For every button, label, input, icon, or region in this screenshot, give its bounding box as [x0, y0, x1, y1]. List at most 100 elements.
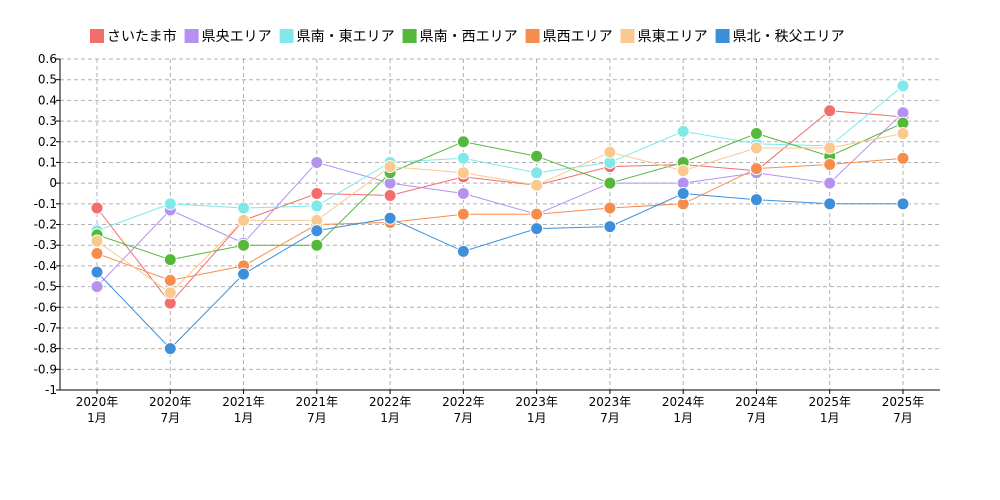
data-point-4[interactable] [823, 158, 837, 172]
data-point-6[interactable] [237, 267, 251, 281]
legend: さいたま市 県央エリア 県南・東エリア 県南・西エリア 県西エリア 県東エリア 県北・秩父エ… [90, 28, 845, 45]
data-point-3[interactable] [163, 253, 177, 267]
data-point-5[interactable] [163, 286, 177, 300]
legend-item-2[interactable]: 県南・東エリア [279, 29, 395, 45]
x-tick-label: 2024年 7月 [735, 395, 778, 425]
x-tick-labels: 2020年 1月 2020年 7月 2021年 1月 2021年 7月 2022年 1月 2022年… [76, 395, 925, 425]
data-point-5[interactable] [896, 126, 910, 140]
data-point-2[interactable] [896, 79, 910, 93]
legend-swatch [402, 29, 417, 43]
data-point-0[interactable] [383, 189, 397, 203]
x-tick-label: 2025年 1月 [808, 395, 851, 425]
data-point-2[interactable] [456, 151, 470, 165]
data-point-5[interactable] [603, 145, 617, 159]
data-point-1[interactable] [310, 155, 324, 169]
legend-label: 県東エリア [638, 29, 708, 45]
data-point-3[interactable] [310, 238, 324, 252]
data-point-2[interactable] [163, 197, 177, 211]
data-point-2[interactable] [530, 166, 544, 180]
x-tick-label: 2023年 1月 [515, 395, 558, 425]
x-tick-label: 2022年 7月 [442, 395, 485, 425]
data-point-6[interactable] [676, 186, 690, 200]
data-point-6[interactable] [749, 193, 763, 207]
legend-label: さいたま市 [107, 28, 177, 45]
x-tick-label: 2025年 7月 [882, 395, 925, 425]
data-point-5[interactable] [456, 166, 470, 180]
data-point-6[interactable] [896, 197, 910, 211]
data-point-3[interactable] [603, 176, 617, 190]
data-point-4[interactable] [163, 273, 177, 287]
data-point-4[interactable] [603, 201, 617, 215]
legend-swatch [90, 29, 104, 43]
y-tick-label: -0.5 [34, 280, 57, 294]
data-point-5[interactable] [530, 178, 544, 192]
data-point-6[interactable] [90, 265, 104, 279]
data-point-6[interactable] [163, 342, 177, 356]
data-point-2[interactable] [237, 201, 251, 215]
y-tick-label: 0.4 [38, 93, 57, 107]
legend-item-1[interactable]: 県央エリア [184, 29, 272, 45]
data-point-4[interactable] [530, 207, 544, 221]
data-point-6[interactable] [310, 224, 324, 238]
data-point-4[interactable] [90, 246, 104, 260]
data-point-5[interactable] [823, 141, 837, 155]
series-line-2 [96, 85, 904, 232]
data-point-2[interactable] [676, 124, 690, 138]
data-point-5[interactable] [90, 234, 104, 248]
y-tick-label: 0.3 [38, 114, 57, 128]
data-point-3[interactable] [749, 126, 763, 140]
data-point-5[interactable] [749, 141, 763, 155]
data-point-2[interactable] [310, 199, 324, 213]
data-point-5[interactable] [676, 164, 690, 178]
data-point-6[interactable] [823, 197, 837, 211]
data-point-6[interactable] [383, 211, 397, 225]
data-point-0[interactable] [310, 186, 324, 200]
legend-swatch [525, 29, 540, 43]
legend-label: 県南・東エリア [297, 29, 395, 45]
data-point-1[interactable] [456, 186, 470, 200]
legend-swatch [715, 29, 730, 43]
y-tick-label: -0.4 [34, 259, 57, 273]
legend-label: 県北・秩父エリア [733, 29, 845, 45]
data-point-5[interactable] [237, 213, 251, 227]
series-line-4 [96, 157, 904, 281]
data-point-4[interactable] [896, 151, 910, 165]
y-tick-label: -0.7 [34, 321, 57, 335]
y-tick-label: -0.8 [34, 342, 57, 356]
x-tick-label: 2022年 1月 [369, 395, 412, 425]
legend-item-5[interactable]: 県東エリア [620, 29, 708, 45]
data-point-0[interactable] [823, 104, 837, 118]
data-point-6[interactable] [530, 222, 544, 236]
legend-swatch [620, 29, 635, 43]
series-line-3 [96, 122, 904, 261]
data-point-1[interactable] [90, 280, 104, 294]
legend-item-6[interactable]: 県北・秩父エリア [715, 29, 845, 45]
legend-item-3[interactable]: 県南・西エリア [402, 29, 518, 45]
y-tick-label: 0.5 [38, 73, 57, 87]
x-tick-label: 2021年 1月 [222, 395, 265, 425]
y-tick-label: 0.2 [38, 135, 57, 149]
y-tick-label: -1 [45, 383, 57, 397]
legend-item-4[interactable]: 県西エリア [525, 29, 613, 45]
data-point-6[interactable] [456, 244, 470, 258]
legend-label: 県西エリア [543, 29, 613, 45]
y-tick-label: 0.6 [38, 52, 57, 66]
data-point-5[interactable] [383, 160, 397, 174]
legend-swatch [184, 29, 199, 43]
data-point-3[interactable] [530, 149, 544, 163]
series-line-0 [96, 110, 904, 304]
y-tick-label: -0.1 [34, 197, 57, 211]
data-point-0[interactable] [90, 201, 104, 215]
data-point-3[interactable] [456, 135, 470, 149]
axes [56, 58, 940, 394]
data-point-6[interactable] [603, 220, 617, 234]
data-point-4[interactable] [749, 162, 763, 176]
data-point-1[interactable] [823, 176, 837, 190]
y-tick-label: -0.2 [34, 218, 57, 232]
series-points [90, 79, 910, 356]
data-point-3[interactable] [237, 238, 251, 252]
data-point-4[interactable] [456, 207, 470, 221]
legend-item-0[interactable]: さいたま市 [90, 28, 177, 45]
